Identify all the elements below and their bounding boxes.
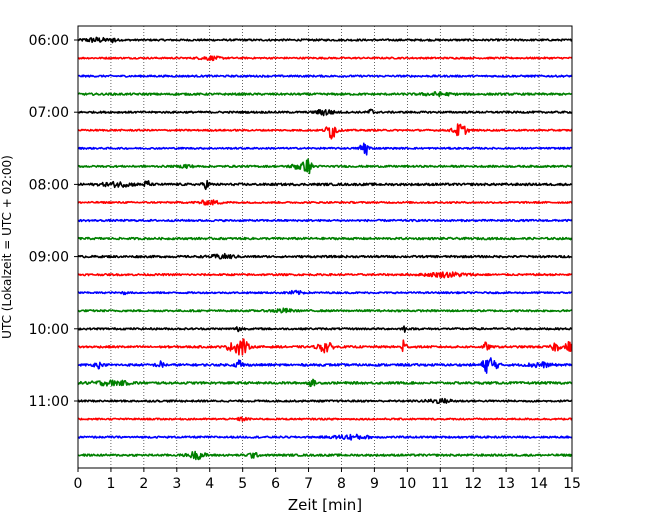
x-tick-label: 15 [563, 476, 581, 492]
x-tick-label: 10 [398, 476, 416, 492]
x-tick-label: 9 [370, 476, 379, 492]
trace-0930 [77, 289, 573, 296]
trace-1115 [77, 416, 573, 422]
x-tick-label: 12 [464, 476, 482, 492]
trace-0615 [77, 55, 573, 62]
x-tick-label: 2 [139, 476, 148, 492]
trace-0715 [77, 123, 573, 140]
y-axis-ticks: 06:00 07:00 08:00 09:00 10:00 11:00 [29, 33, 78, 410]
trace-1145 [77, 450, 573, 461]
y-tick-label: 08:00 [29, 177, 69, 193]
y-tick-label: 11:00 [29, 394, 69, 410]
y-tick-label: 09:00 [29, 250, 69, 266]
trace-0945 [77, 307, 573, 314]
x-tick-label: 7 [304, 476, 313, 492]
trace-0630 [77, 74, 573, 78]
x-tick-label: 0 [74, 476, 83, 492]
x-tick-label: 5 [238, 476, 247, 492]
trace-0815 [77, 199, 573, 206]
trace-1045 [77, 378, 573, 388]
x-axis-ticks: 0 1 2 3 4 5 6 7 8 9 10 11 12 13 14 15 [74, 468, 581, 492]
x-tick-label: 4 [205, 476, 214, 492]
x-tick-label: 6 [271, 476, 280, 492]
trace-0730 [77, 142, 573, 156]
x-tick-label: 3 [172, 476, 181, 492]
y-tick-label: 10:00 [29, 322, 69, 338]
trace-0845 [77, 236, 573, 241]
x-tick-label: 14 [530, 476, 548, 492]
trace-0645 [77, 90, 573, 98]
trace-0745 [77, 158, 573, 175]
x-tick-label: 1 [106, 476, 115, 492]
trace-0830 [77, 218, 573, 223]
x-axis-label: Zeit [min] [288, 496, 362, 514]
plot-frame [77, 25, 573, 469]
trace-0700 [77, 108, 573, 117]
trace-1030 [77, 357, 573, 374]
trace-layer [77, 36, 573, 461]
trace-1130 [77, 433, 573, 441]
trace-0900 [77, 252, 573, 260]
y-tick-label: 07:00 [29, 105, 69, 121]
x-tick-label: 13 [497, 476, 515, 492]
y-tick-label: 06:00 [29, 33, 69, 49]
trace-1100 [77, 397, 573, 405]
trace-0800 [77, 179, 573, 191]
x-tick-label: 8 [337, 476, 346, 492]
x-tick-label: 11 [431, 476, 449, 492]
trace-1000 [77, 325, 573, 333]
y-axis-label: UTC (Lokalzeit = UTC + 02:00) [0, 155, 14, 339]
trace-1015 [77, 338, 573, 356]
trace-0915 [77, 271, 573, 279]
trace-0600 [77, 36, 573, 44]
